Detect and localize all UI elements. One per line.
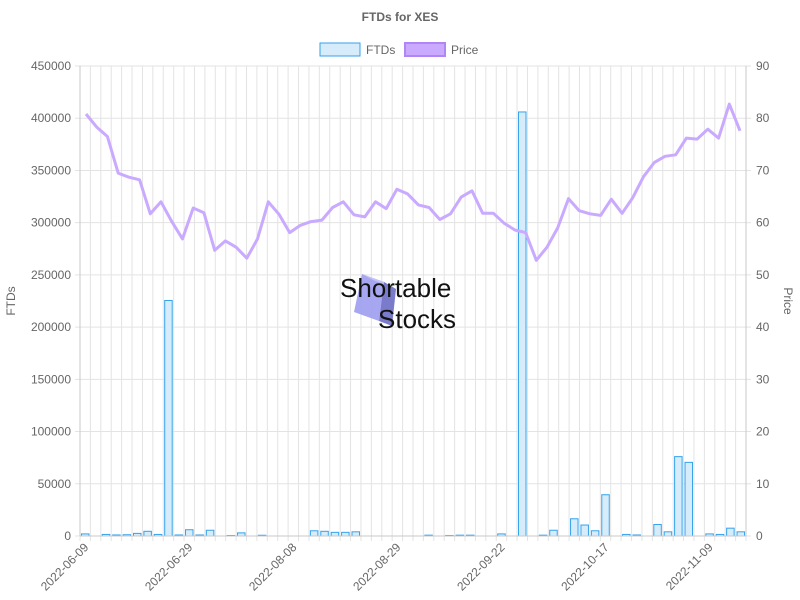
y-axis-left-label: FTDs bbox=[4, 286, 18, 315]
legend-label-price: Price bbox=[451, 43, 479, 57]
ftd-bar[interactable] bbox=[653, 524, 662, 537]
y-right-tick-label: 80 bbox=[756, 111, 770, 125]
watermark-line-2: Stocks bbox=[378, 304, 456, 334]
grid bbox=[75, 65, 751, 541]
y-right-tick-label: 20 bbox=[756, 425, 770, 439]
price-line-layer bbox=[84, 102, 742, 262]
legend-item-ftds[interactable]: FTDs bbox=[319, 42, 395, 57]
price-line[interactable] bbox=[84, 102, 742, 262]
y-right-tick-label: 90 bbox=[756, 59, 770, 73]
ftd-bar[interactable] bbox=[736, 531, 746, 537]
ftd-bar[interactable] bbox=[580, 524, 589, 537]
y-left-tick-label: 400000 bbox=[31, 111, 71, 125]
y-left-tick-label: 200000 bbox=[31, 320, 71, 334]
x-tick-label: 2022-10-17 bbox=[558, 540, 612, 594]
ftd-bar[interactable] bbox=[205, 529, 215, 537]
x-tick-label: 2022-06-09 bbox=[38, 540, 92, 594]
x-tick-label: 2022-06-29 bbox=[142, 540, 196, 594]
ftd-bar[interactable] bbox=[164, 299, 173, 537]
ftd-bar[interactable] bbox=[309, 530, 319, 537]
y-right-tick-label: 50 bbox=[756, 268, 770, 282]
ftd-bar[interactable] bbox=[663, 531, 673, 537]
y-left-tick-label: 250000 bbox=[31, 268, 71, 282]
y-right-tick-label: 70 bbox=[756, 163, 770, 177]
y-left-tick-label: 450000 bbox=[31, 59, 71, 73]
chart-title: FTDs for XES bbox=[362, 10, 439, 24]
legend-swatch-ftds bbox=[319, 42, 361, 57]
y-right-tick-label: 40 bbox=[756, 320, 770, 334]
y-right-tick-label: 0 bbox=[756, 529, 763, 543]
ftd-bar[interactable] bbox=[351, 531, 361, 537]
y-right-tick-label: 30 bbox=[756, 372, 770, 386]
ftd-bar[interactable] bbox=[549, 529, 558, 537]
legend[interactable]: FTDs Price bbox=[319, 42, 479, 57]
ftd-bar[interactable] bbox=[143, 530, 152, 537]
y-axis-right-label: Price bbox=[781, 287, 795, 315]
y-left-tick-label: 350000 bbox=[31, 163, 71, 177]
legend-swatch-price bbox=[404, 42, 446, 57]
y-left-tick-label: 300000 bbox=[31, 216, 71, 230]
y-right-tick-label: 60 bbox=[756, 216, 770, 230]
ftd-bar[interactable] bbox=[185, 529, 194, 537]
legend-label-ftds: FTDs bbox=[366, 43, 395, 57]
y-left-tick-label: 150000 bbox=[31, 372, 71, 386]
ftd-bar[interactable] bbox=[590, 530, 600, 537]
legend-item-price[interactable]: Price bbox=[404, 42, 479, 57]
x-tick-label: 2022-08-08 bbox=[246, 540, 300, 594]
ftd-bar[interactable] bbox=[601, 494, 610, 537]
y-right-tick-label: 10 bbox=[756, 477, 770, 491]
watermark-line-1: Shortable bbox=[340, 273, 451, 303]
y-left-tick-label: 50000 bbox=[38, 477, 72, 491]
watermark-logo-icon bbox=[354, 274, 396, 326]
ftd-bar[interactable] bbox=[518, 111, 527, 537]
y-left-tick-label: 0 bbox=[64, 529, 71, 543]
ftd-bar[interactable] bbox=[726, 527, 735, 537]
ftd-bar[interactable] bbox=[674, 456, 683, 537]
x-tick-label: 2022-08-29 bbox=[350, 540, 404, 594]
ftd-bar[interactable] bbox=[684, 461, 694, 537]
y-left-tick-label: 100000 bbox=[31, 425, 71, 439]
ftd-bar[interactable] bbox=[570, 518, 579, 537]
ftd-bar[interactable] bbox=[320, 530, 329, 537]
x-tick-label: 2022-11-09 bbox=[663, 540, 716, 593]
watermark: Shortable Stocks bbox=[340, 273, 456, 334]
ftd-bar[interactable] bbox=[330, 531, 340, 537]
x-tick-label: 2022-09-22 bbox=[454, 540, 508, 594]
ftd-bar[interactable] bbox=[341, 531, 350, 537]
